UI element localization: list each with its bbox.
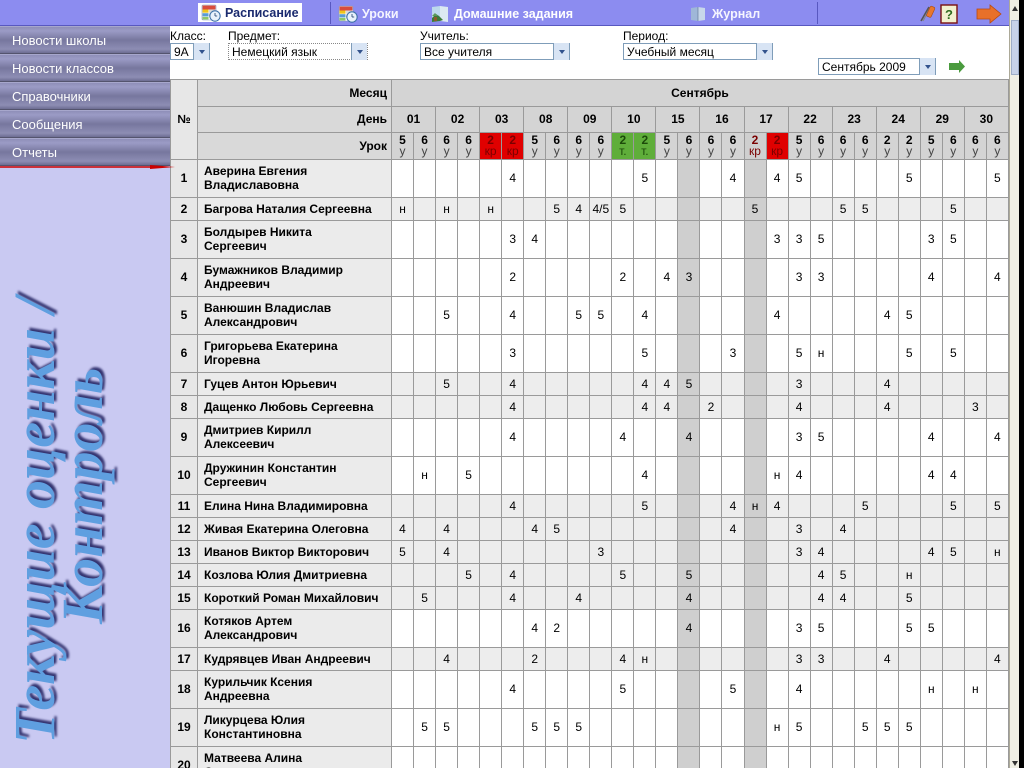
svg-text:?: ? bbox=[945, 7, 953, 22]
